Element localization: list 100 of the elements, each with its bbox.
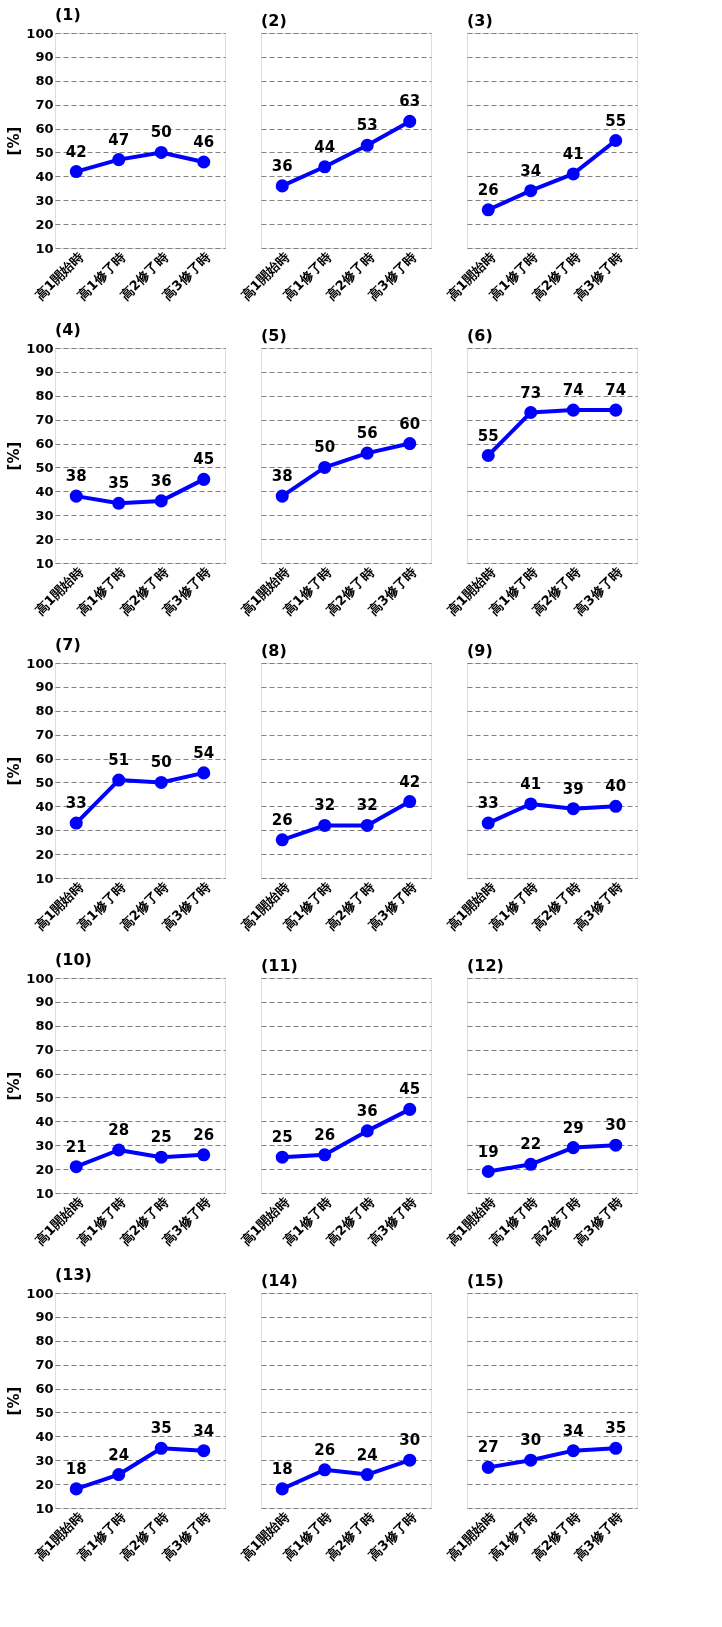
- point: [566, 1444, 580, 1458]
- point: [609, 133, 623, 148]
- y-tick-label: 50: [35, 144, 54, 160]
- data-label: 33: [65, 794, 87, 813]
- y-tick-label: 100: [26, 970, 54, 986]
- data-label: 33: [477, 794, 499, 813]
- y-tick-label: 90: [35, 1309, 54, 1325]
- y-tick-label: 30: [35, 822, 54, 838]
- y-tick-label: 10: [35, 240, 54, 256]
- point: [112, 1143, 126, 1157]
- data-label: 38: [65, 467, 87, 486]
- y-tick-label: 100: [26, 655, 54, 671]
- data-label: 35: [605, 1419, 627, 1438]
- y-tick-label: 80: [35, 1333, 54, 1349]
- point: [154, 1441, 168, 1455]
- point: [154, 775, 168, 789]
- point: [112, 773, 126, 787]
- data-label: 24: [108, 1445, 130, 1464]
- point: [69, 816, 83, 830]
- data-label: 26: [314, 1125, 336, 1144]
- point: [69, 165, 83, 179]
- data-label: 45: [399, 1080, 421, 1099]
- point: [360, 446, 374, 460]
- point: [154, 145, 168, 159]
- data-label: 53: [356, 116, 378, 135]
- y-tick-label: 90: [35, 994, 54, 1010]
- chart-title: (3): [467, 11, 493, 30]
- data-label: 42: [65, 142, 87, 161]
- y-tick-label: 10: [35, 555, 54, 571]
- point: [197, 1444, 211, 1458]
- point: [403, 1102, 417, 1116]
- point: [154, 1150, 168, 1164]
- chart-title: (14): [261, 1271, 298, 1290]
- y-tick-label: 50: [35, 459, 54, 475]
- data-label: 34: [562, 1421, 584, 1440]
- y-tick-label: 20: [35, 216, 54, 232]
- y-tick-label: 60: [35, 1381, 54, 1397]
- data-label: 32: [314, 796, 336, 815]
- y-axis-title: [%]: [5, 1071, 24, 1101]
- y-tick-label: 50: [35, 774, 54, 790]
- y-axis-title: [%]: [5, 126, 24, 156]
- y-tick-label: 90: [35, 679, 54, 695]
- y-tick-label: 10: [35, 1185, 54, 1201]
- data-label: 46: [193, 133, 215, 151]
- data-label: 19: [477, 1142, 499, 1161]
- data-label: 26: [271, 810, 293, 829]
- point: [275, 1150, 289, 1164]
- chart-title: (11): [261, 956, 298, 975]
- point: [481, 1460, 495, 1474]
- chart-title: (8): [261, 641, 287, 660]
- data-label: 25: [271, 1128, 293, 1147]
- chart-title: (6): [467, 326, 493, 345]
- data-label: 47: [108, 130, 130, 149]
- data-label: 55: [605, 111, 627, 130]
- data-label: 29: [562, 1118, 584, 1137]
- point: [318, 160, 332, 174]
- point: [360, 1124, 374, 1138]
- point: [524, 184, 538, 198]
- chart-title: (1): [55, 5, 81, 24]
- y-tick-label: 70: [35, 1357, 54, 1373]
- point: [524, 1453, 538, 1467]
- y-tick-label: 70: [35, 97, 54, 113]
- point: [566, 802, 580, 816]
- y-axis-title: [%]: [5, 441, 24, 471]
- data-label: 22: [520, 1135, 542, 1154]
- data-label: 30: [399, 1431, 421, 1450]
- y-tick-label: 100: [26, 25, 54, 41]
- data-label: 44: [314, 137, 336, 156]
- y-tick-label: 30: [35, 192, 54, 208]
- data-label: 56: [356, 424, 378, 443]
- data-label: 36: [271, 156, 293, 175]
- point: [318, 1148, 332, 1162]
- y-tick-label: 50: [35, 1404, 54, 1420]
- point: [318, 1463, 332, 1477]
- y-tick-label: 70: [35, 412, 54, 428]
- data-label: 35: [150, 1419, 172, 1438]
- y-tick-label: 80: [35, 1018, 54, 1034]
- chart-title: (2): [261, 11, 287, 30]
- chart-title: (13): [55, 1265, 92, 1284]
- point: [69, 1160, 83, 1174]
- chart-title: (7): [55, 635, 81, 654]
- y-tick-label: 70: [35, 1042, 54, 1058]
- data-label: 38: [271, 467, 293, 486]
- point: [197, 472, 211, 486]
- data-label: 39: [562, 779, 584, 798]
- point: [112, 496, 126, 510]
- y-tick-label: 50: [35, 1089, 54, 1105]
- point: [112, 1468, 126, 1482]
- chart-title: (15): [467, 1271, 504, 1290]
- data-label: 50: [314, 438, 336, 457]
- y-tick-label: 40: [35, 1428, 54, 1444]
- y-tick-label: 60: [35, 436, 54, 452]
- point: [197, 1148, 211, 1162]
- data-label: 54: [193, 743, 215, 762]
- point: [318, 460, 332, 474]
- chart-title: (4): [55, 320, 81, 339]
- chart-title: (9): [467, 641, 493, 660]
- y-axis-title: [%]: [5, 756, 24, 786]
- data-label: 26: [193, 1125, 215, 1144]
- data-label: 42: [399, 772, 421, 791]
